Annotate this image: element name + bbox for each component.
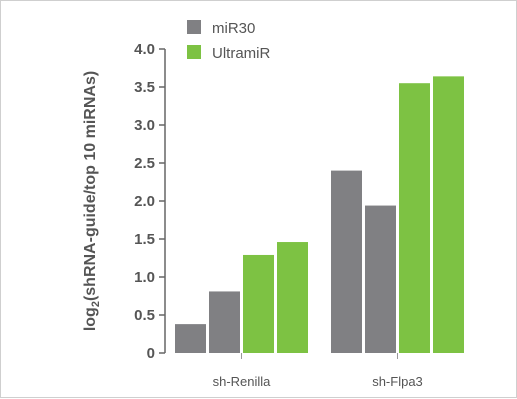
legend-swatch-mir30 [187, 20, 201, 34]
y-axis-title: log2(shRNA-guide/top 10 miRNAs) [82, 71, 102, 331]
legend-label-mir30: miR30 [212, 20, 255, 37]
y-axis-title-main: log [82, 307, 99, 331]
x-category-label: sh-Flpa3 [372, 374, 423, 389]
legend-swatch-ultramir [187, 45, 201, 59]
y-tick-label: 3.5 [134, 79, 155, 96]
chart-axes: 0 0.5 1.0 1.5 2.0 2.5 3.0 3.5 4.0 [134, 41, 398, 362]
y-tick-label: 1.0 [134, 269, 155, 286]
bar-mir30-sh-renilla-2 [209, 291, 240, 353]
y-tick-label: 1.5 [134, 231, 155, 248]
y-tick-label: 2.0 [134, 193, 155, 210]
x-category-label: sh-Renilla [213, 374, 272, 389]
bar-mir30-sh-flpa3-2 [365, 205, 396, 353]
y-tick-label: 0.5 [134, 307, 155, 324]
y-tick-label: 2.5 [134, 155, 155, 172]
bar-ultramir-sh-flpa3-1 [399, 83, 430, 353]
bar-mir30-sh-renilla-1 [175, 324, 206, 353]
legend: miR30 UltramiR [187, 20, 270, 62]
bar-ultramir-sh-flpa3-2 [433, 76, 464, 354]
bar-mir30-sh-flpa3-1 [331, 170, 362, 353]
bar-ultramir-sh-renilla-1 [243, 254, 274, 353]
y-axis-title-subscript: 2 [90, 301, 102, 307]
y-axis-title-rest: (shRNA-guide/top 10 miRNAs) [82, 71, 99, 301]
bar-ultramir-sh-renilla-2 [277, 242, 308, 353]
y-tick-label: 4.0 [134, 41, 155, 58]
legend-label-ultramir: UltramiR [212, 45, 270, 62]
y-tick-label: 3.0 [134, 117, 155, 134]
y-tick-label: 0 [147, 345, 155, 362]
